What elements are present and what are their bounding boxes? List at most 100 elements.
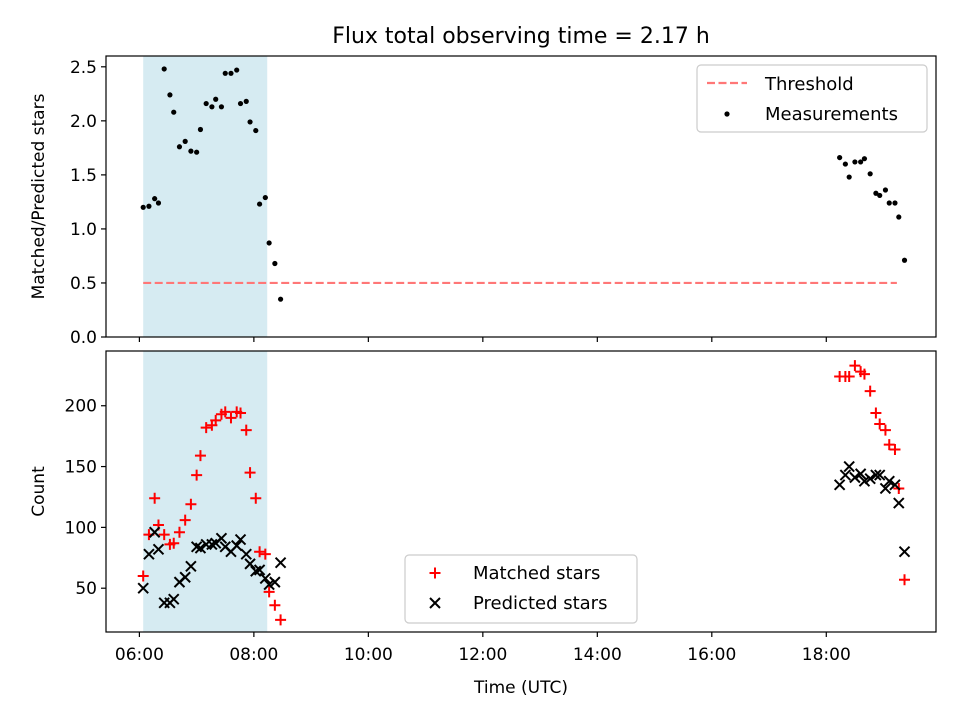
- legend-measurements-label: Measurements: [765, 104, 898, 125]
- data-point: [191, 469, 203, 481]
- data-point: [842, 161, 848, 167]
- data-point: [858, 159, 864, 165]
- data-point: [889, 479, 901, 491]
- data-point: [209, 104, 215, 110]
- data-point: [272, 260, 278, 267]
- legend: Threshold Measurements: [696, 64, 928, 133]
- data-point: [269, 576, 281, 588]
- data-point: [203, 100, 209, 107]
- legend-box: [696, 64, 928, 133]
- x-tick-label: 06:00: [115, 645, 164, 665]
- axes-frame: [105, 350, 937, 633]
- x-tick-label: 08:00: [229, 645, 278, 665]
- observing-window-shade: [143, 56, 268, 337]
- data-point: [849, 360, 861, 372]
- data-point: [849, 471, 861, 484]
- data-point: [244, 558, 256, 570]
- data-point: [210, 414, 222, 426]
- data-point: [882, 187, 889, 193]
- y-axis-label: Count: [29, 466, 49, 517]
- data-point: [206, 538, 218, 551]
- data-point: [173, 526, 185, 538]
- data-point: [277, 296, 284, 302]
- data-point: [858, 475, 871, 487]
- data-point: [194, 149, 200, 155]
- legend-predicted-swatch: [429, 597, 441, 609]
- legend-box: [404, 554, 638, 624]
- data-point: [250, 565, 262, 577]
- data-point: [262, 194, 268, 201]
- data-point: [873, 190, 879, 196]
- data-point: [263, 586, 275, 598]
- data-point: [152, 196, 158, 202]
- data-point: [254, 546, 266, 558]
- legend: Matched stars Predicted stars: [404, 554, 638, 624]
- data-point: [864, 385, 876, 397]
- data-point: [867, 171, 873, 177]
- data-point: [870, 407, 882, 419]
- data-point: [234, 67, 240, 73]
- data-point: [137, 582, 149, 594]
- data-point: [167, 92, 173, 98]
- data-point: [256, 201, 263, 207]
- data-point: [893, 497, 905, 509]
- data-point: [896, 214, 902, 220]
- data-point: [218, 104, 225, 110]
- axes-frame: [105, 55, 937, 338]
- data-point: [269, 599, 281, 611]
- data-point: [234, 533, 247, 546]
- data-point: [148, 526, 161, 538]
- chart-title: Flux total observing time = 2.17 h: [332, 24, 710, 49]
- data-point: [250, 492, 262, 504]
- data-point: [846, 174, 852, 180]
- x-tick-label: 18:00: [802, 645, 851, 665]
- data-point: [168, 537, 180, 549]
- data-point: [892, 200, 898, 206]
- data-point: [194, 542, 207, 554]
- data-point: [874, 418, 886, 430]
- y-tick-label: 2.5: [70, 58, 97, 78]
- data-point: [161, 66, 167, 72]
- data-point: [266, 240, 272, 246]
- data-point: [149, 492, 161, 504]
- data-point: [171, 109, 177, 115]
- data-point: [275, 614, 287, 626]
- data-point: [247, 119, 253, 125]
- data-point: [861, 156, 868, 162]
- data-point: [253, 127, 259, 134]
- y-tick-label: 50: [75, 579, 97, 599]
- y-tick-label: 1.0: [70, 220, 97, 240]
- series-measurements: [140, 66, 908, 302]
- observing-window-shade: [143, 351, 268, 632]
- data-point: [155, 200, 162, 206]
- data-point: [219, 406, 231, 418]
- data-point: [228, 70, 234, 76]
- data-point: [883, 439, 895, 451]
- data-point: [215, 532, 228, 545]
- data-point: [879, 424, 891, 436]
- data-point: [235, 407, 247, 419]
- data-point: [158, 529, 170, 541]
- data-point: [259, 548, 271, 560]
- data-point: [146, 203, 152, 209]
- data-point: [837, 154, 843, 161]
- data-point: [240, 548, 252, 560]
- y-tick-label: 0.0: [70, 328, 97, 348]
- data-point: [253, 564, 266, 576]
- data-point: [197, 126, 204, 133]
- data-point: [833, 479, 846, 491]
- data-point: [874, 469, 886, 481]
- data-point: [237, 100, 244, 107]
- data-point: [864, 473, 876, 485]
- data-point: [852, 159, 858, 165]
- y-axis-label: Matched/Predicted stars: [29, 93, 49, 299]
- data-point: [854, 468, 867, 480]
- series-matched-stars: [137, 360, 911, 626]
- legend-measurements-swatch: [724, 111, 730, 117]
- data-point: [839, 469, 852, 481]
- data-point: [185, 498, 197, 510]
- data-point: [886, 200, 892, 206]
- data-point: [889, 444, 901, 456]
- data-point: [230, 539, 243, 552]
- data-point: [244, 467, 256, 479]
